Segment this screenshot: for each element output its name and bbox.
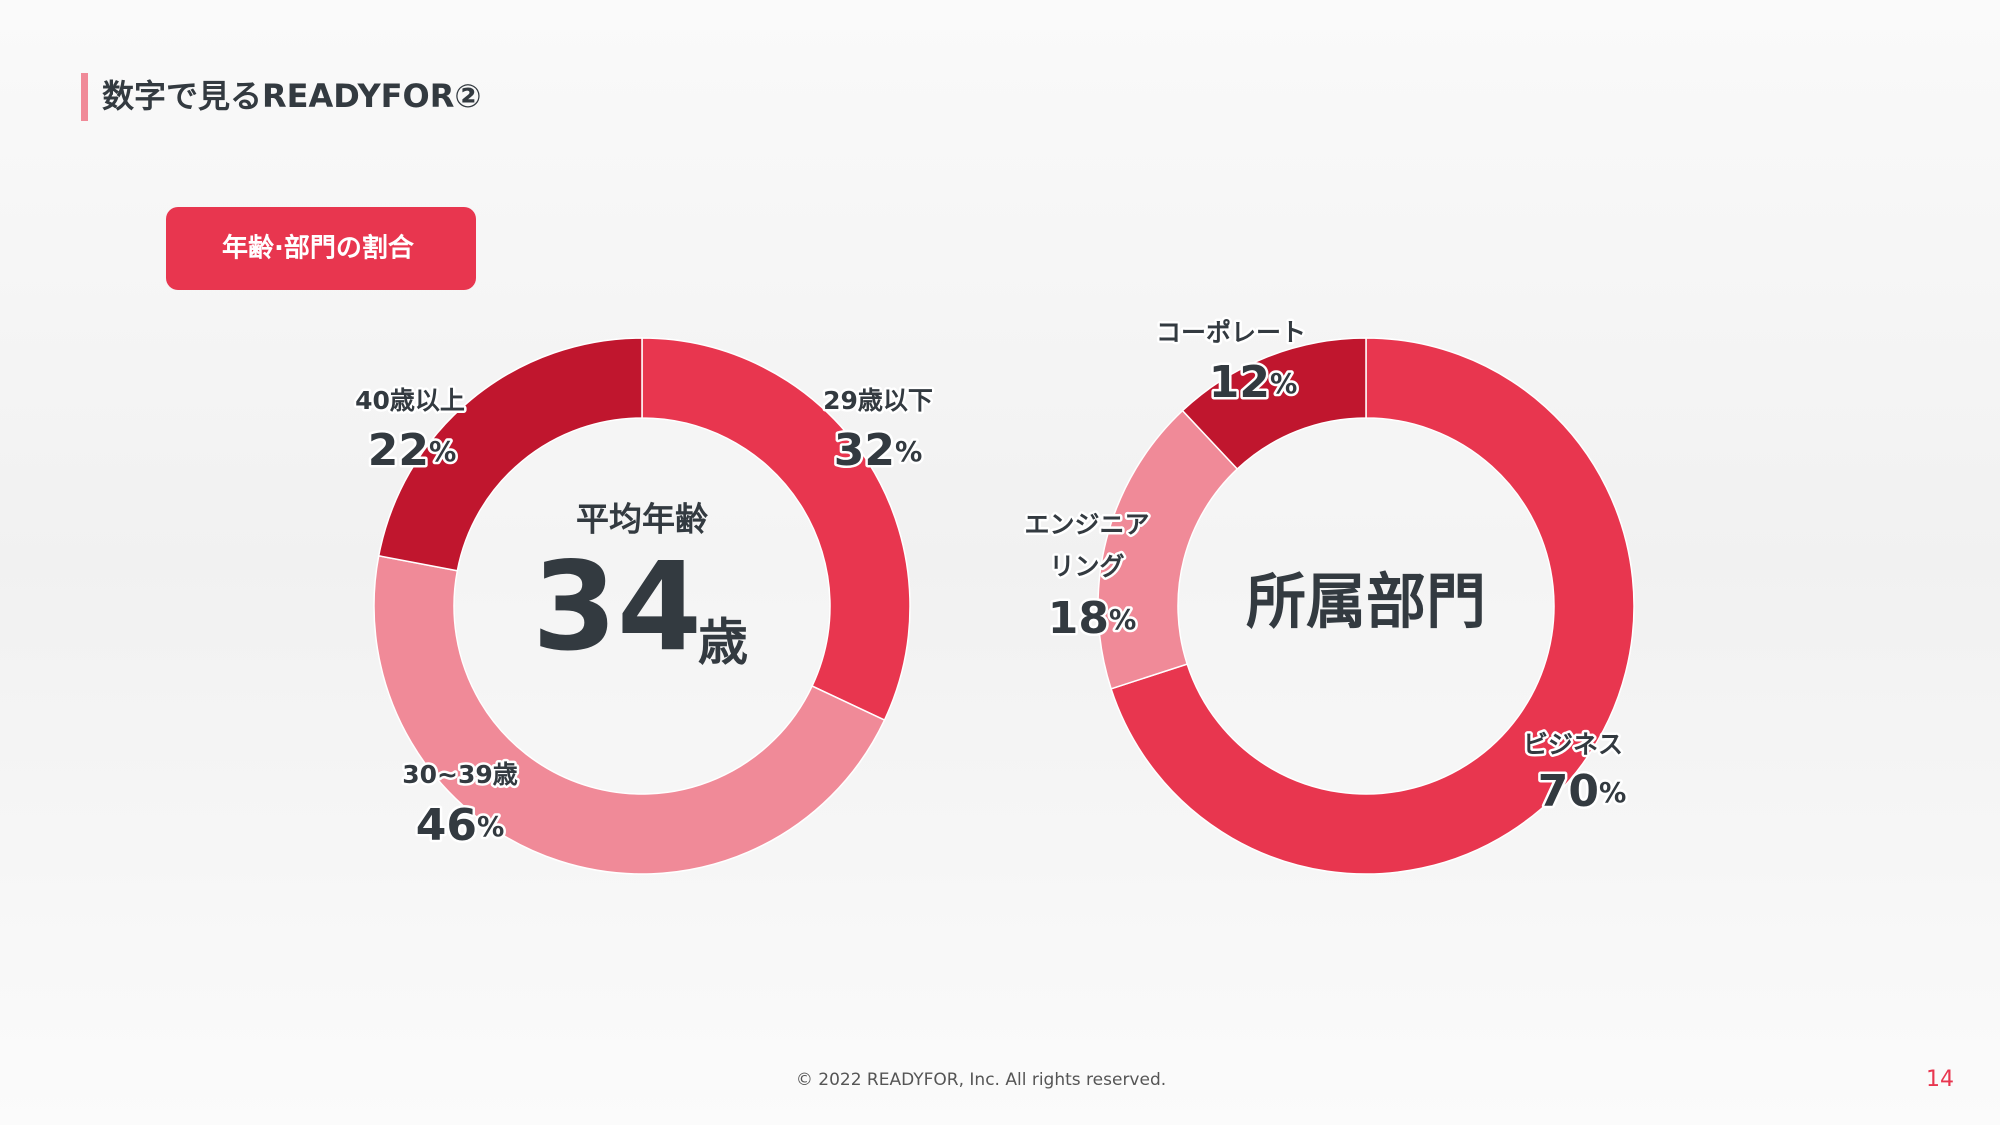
slice-category: エンジニアリング bbox=[1024, 510, 1149, 581]
slice-value-label: 22% bbox=[368, 425, 457, 476]
badge bbox=[166, 207, 476, 290]
slice-category: 29歳以下 bbox=[823, 386, 933, 415]
badge-text: 年齢·部門の割合 bbox=[222, 233, 415, 264]
donut-slice bbox=[641, 337, 911, 722]
donut-hole bbox=[1179, 419, 1553, 793]
slice-value-label: 18% bbox=[1048, 593, 1137, 644]
page-number: 14 bbox=[1926, 1067, 1954, 1092]
center-value: 34 bbox=[532, 536, 702, 678]
slide-title: 数字で見るREADYFOR② bbox=[102, 77, 481, 115]
slice-category: 40歳以上 bbox=[355, 386, 465, 415]
donut-slice bbox=[1110, 337, 1635, 875]
donut-slice bbox=[377, 337, 643, 572]
slice-value-label: 12% bbox=[1209, 357, 1298, 408]
slice-category: ビジネス bbox=[1523, 730, 1623, 759]
donut-slice bbox=[373, 554, 886, 875]
copyright: © 2022 READYFOR, Inc. All rights reserve… bbox=[796, 1070, 1166, 1090]
center-label: 平均年齢 bbox=[576, 500, 708, 539]
slice-value-label: 46% bbox=[416, 800, 505, 851]
slice-category: 30~39歳 bbox=[402, 760, 518, 789]
slice-category: コーポレート bbox=[1156, 318, 1306, 347]
center-unit: 歳 bbox=[698, 614, 748, 672]
title-accent bbox=[81, 73, 88, 121]
center-label: 所属部門 bbox=[1246, 568, 1486, 638]
donut-slice bbox=[1181, 337, 1367, 471]
slice-value-label: 70% bbox=[1538, 766, 1627, 817]
donut-hole bbox=[455, 419, 829, 793]
slice-value-label: 32% bbox=[834, 425, 923, 476]
